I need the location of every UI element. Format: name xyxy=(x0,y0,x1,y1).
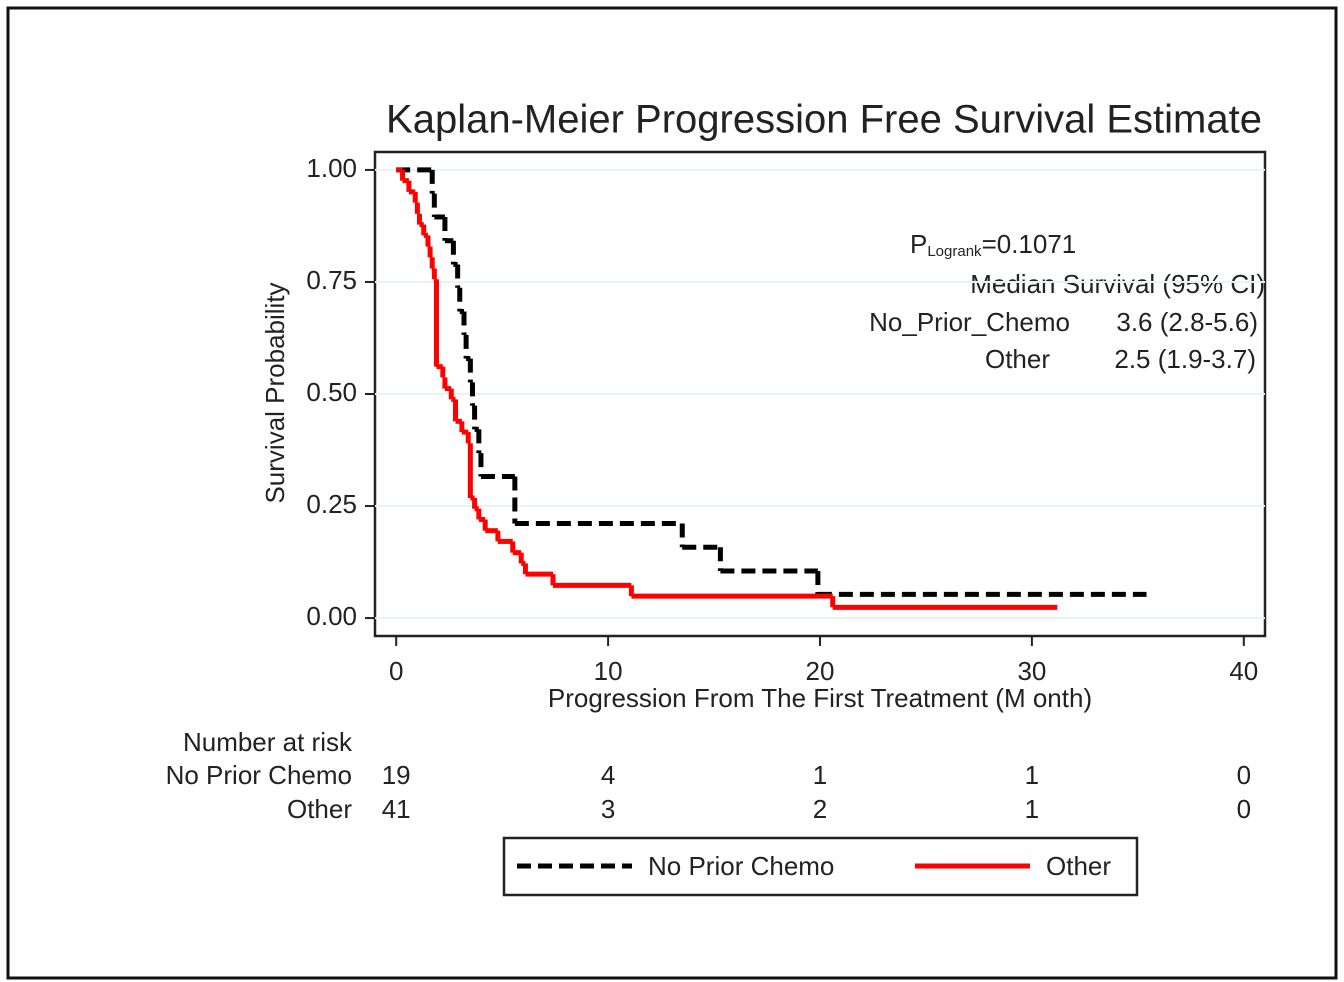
y-tick-label: 0.00 xyxy=(306,601,357,631)
p-value: PLogrank=0.1071 xyxy=(910,229,1076,260)
risk-title: Number at risk xyxy=(183,727,353,757)
p-subscript: Logrank xyxy=(927,243,982,260)
x-tick-label: 40 xyxy=(1229,656,1258,686)
x-tick-label: 10 xyxy=(594,656,623,686)
legend-label: Other xyxy=(1046,851,1111,881)
risk-count: 0 xyxy=(1237,760,1251,790)
x-tick-label: 20 xyxy=(806,656,835,686)
legend xyxy=(502,836,1139,897)
median-group: Other xyxy=(985,344,1050,374)
y-tick-label: 1.00 xyxy=(306,153,357,183)
risk-count: 3 xyxy=(601,794,615,824)
risk-count: 1 xyxy=(1025,794,1039,824)
risk-count: 0 xyxy=(1237,794,1251,824)
risk-count: 4 xyxy=(601,760,615,790)
risk-count: 19 xyxy=(382,760,411,790)
median-value: 3.6 (2.8-5.6) xyxy=(1116,307,1258,337)
x-tick-label: 30 xyxy=(1017,656,1046,686)
y-tick-label: 0.50 xyxy=(306,377,357,407)
legend-label: No Prior Chemo xyxy=(648,851,834,881)
y-axis-label: Survival Probability xyxy=(260,282,290,503)
median-value: 2.5 (1.9-3.7) xyxy=(1114,344,1256,374)
y-tick-label: 0.75 xyxy=(306,265,357,295)
chart-title: Kaplan-Meier Progression Free Survival E… xyxy=(386,98,1262,142)
risk-row-label: No Prior Chemo xyxy=(166,760,352,790)
median-header: Median Survival (95% CI) xyxy=(970,269,1265,299)
risk-count: 1 xyxy=(1025,760,1039,790)
y-tick-label: 0.25 xyxy=(306,489,357,519)
p-number: =0.1071 xyxy=(982,229,1077,259)
risk-row-label: Other xyxy=(287,794,352,824)
frame xyxy=(6,6,1338,980)
risk-count: 1 xyxy=(813,760,827,790)
risk-count: 41 xyxy=(382,794,411,824)
p-symbol: P xyxy=(910,229,927,259)
x-axis-label: Progression From The First Treatment (M … xyxy=(548,683,1092,713)
risk-count: 2 xyxy=(813,794,827,824)
x-tick-label: 0 xyxy=(389,656,403,686)
median-group: No_Prior_Chemo xyxy=(869,307,1070,337)
